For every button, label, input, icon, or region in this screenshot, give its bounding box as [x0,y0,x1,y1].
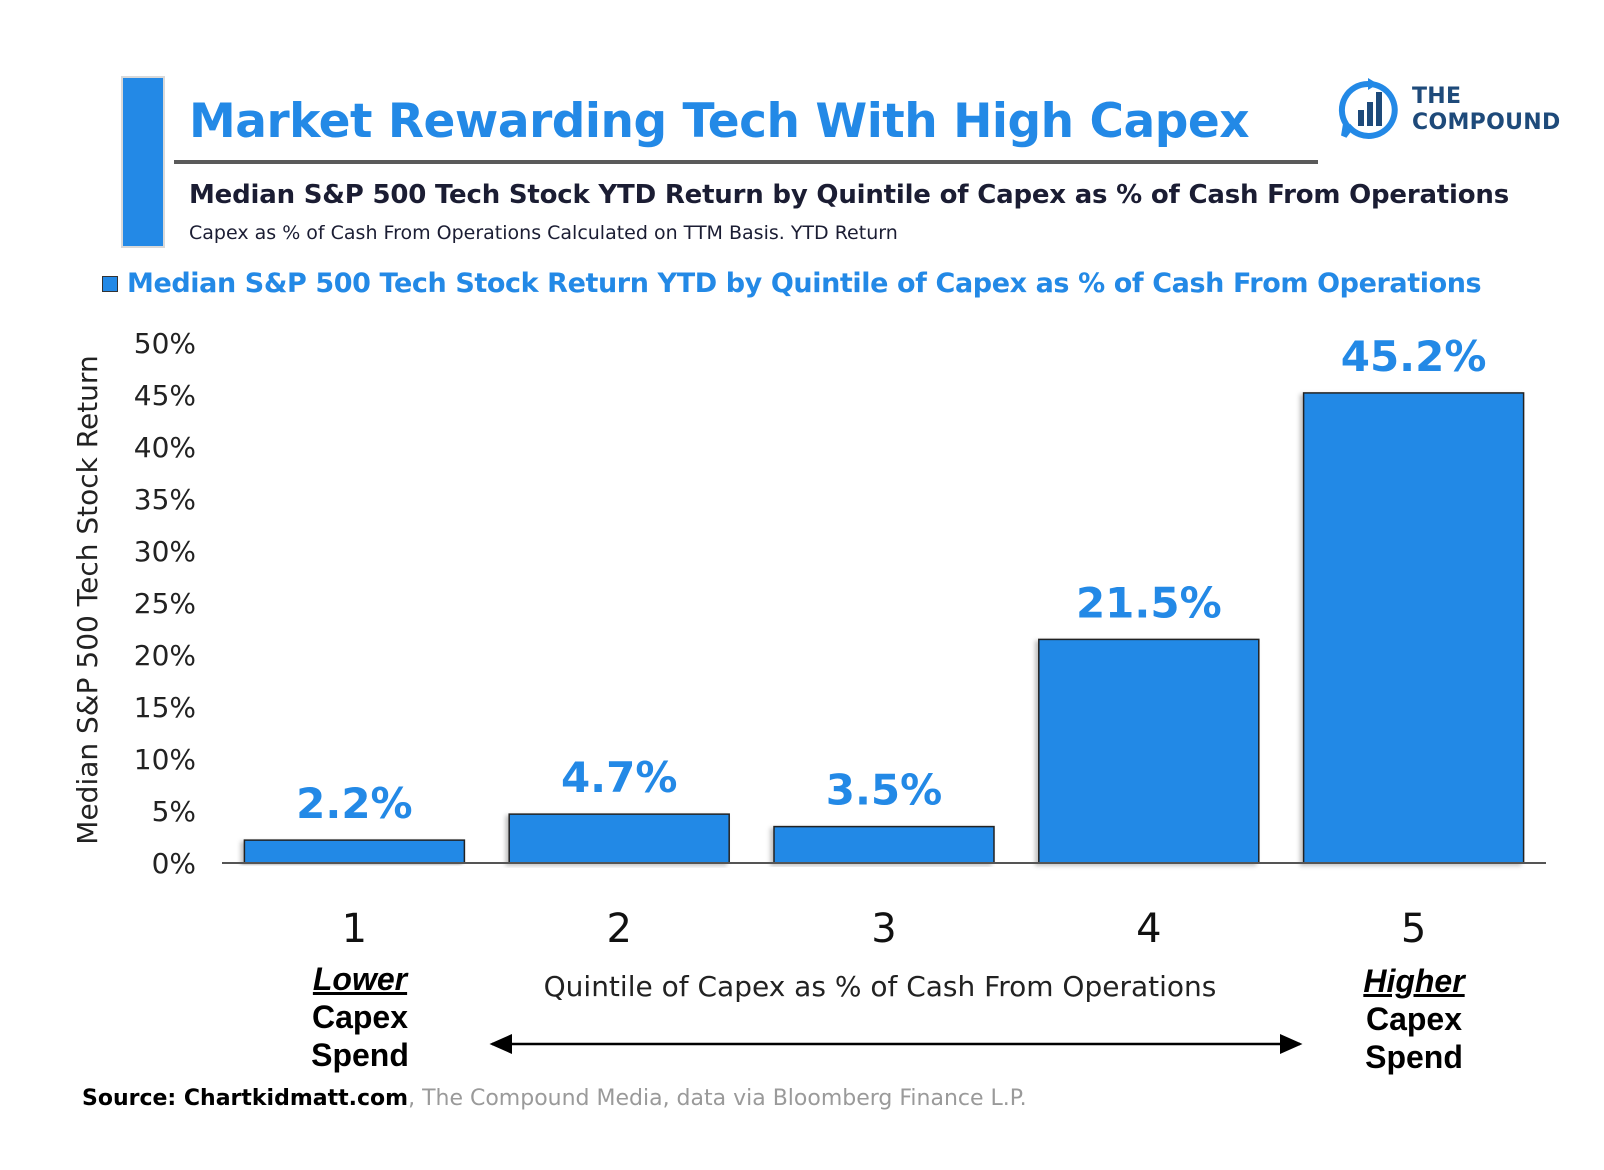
y-tick-label: 30% [134,535,196,568]
lower-label-line3: Spend [311,1037,409,1073]
bar [1302,392,1525,864]
source-rest: , The Compound Media, data via Bloomberg… [408,1086,1027,1111]
logo-text: THE COMPOUND [1412,84,1561,136]
y-tick-label: 5% [152,795,196,828]
y-axis-ticks: 0% 5% 10% 15% 20% 25% 30% 35% 40% 45% 50% [134,327,196,880]
logo-text-line2: COMPOUND [1412,110,1561,135]
x-tick-label: 5 [1401,906,1426,952]
y-tick-label: 40% [134,431,196,464]
data-label: 4.7% [561,753,677,802]
y-tick-label: 15% [134,691,196,724]
x-tick-label: 2 [606,906,631,952]
y-tick-label: 50% [134,327,196,360]
bar [1038,638,1260,864]
higher-capex-annotation: Higher Capex Spend [1334,962,1494,1076]
data-label: 45.2% [1341,332,1487,381]
legend-label: Median S&P 500 Tech Stock Return YTD by … [127,268,1482,299]
chart-subtitle: Median S&P 500 Tech Stock YTD Return by … [189,180,1509,210]
higher-label-line3: Spend [1365,1039,1463,1075]
bar [773,825,995,864]
y-tick-label: 35% [134,483,196,516]
legend-swatch [102,275,118,292]
lower-label: Lower [312,961,408,997]
y-axis-label: Median S&P 500 Tech Stock Return [71,355,104,844]
y-tick-label: 25% [134,587,196,620]
x-axis-categories: 1 2 3 4 5 [342,906,1427,952]
x-tick-label: 1 [342,906,367,952]
logo-text-line1: THE [1412,84,1462,109]
lower-label-line2: Capex [311,999,409,1035]
y-tick-label: 45% [134,379,196,412]
lower-capex-annotation: Lower Capex Spend [280,960,440,1074]
x-axis-label: Quintile of Capex as % of Cash From Oper… [544,970,1217,1003]
source-bold: Source: Chartkidmatt.com [82,1086,409,1111]
source-note: Source: Chartkidmatt.com, The Compound M… [82,1086,1027,1111]
data-label: 21.5% [1076,578,1222,627]
x-tick-label: 3 [871,906,896,952]
y-tick-label: 10% [134,743,196,776]
higher-label: Higher [1363,963,1465,999]
title-divider [174,160,1318,164]
y-tick-label: 0% [152,847,196,880]
higher-label-line2: Capex [1365,1001,1463,1037]
accent-bar [121,76,165,248]
chart-note: Capex as % of Cash From Operations Calcu… [189,222,898,244]
y-tick-label: 20% [134,639,196,672]
data-label: 2.2% [296,779,412,828]
bar [508,813,730,864]
bar [243,839,466,864]
legend: Median S&P 500 Tech Stock Return YTD by … [102,268,1482,299]
data-label: 3.5% [826,766,942,815]
chart-title: Market Rewarding Tech With High Capex [189,94,1250,149]
the-compound-logo: THE COMPOUND [1338,78,1561,142]
bars: 2.2% 4.7% 3.5% 21.5% 45.2% [243,332,1525,864]
compound-chart-icon [1338,78,1398,139]
x-tick-label: 4 [1136,906,1161,952]
